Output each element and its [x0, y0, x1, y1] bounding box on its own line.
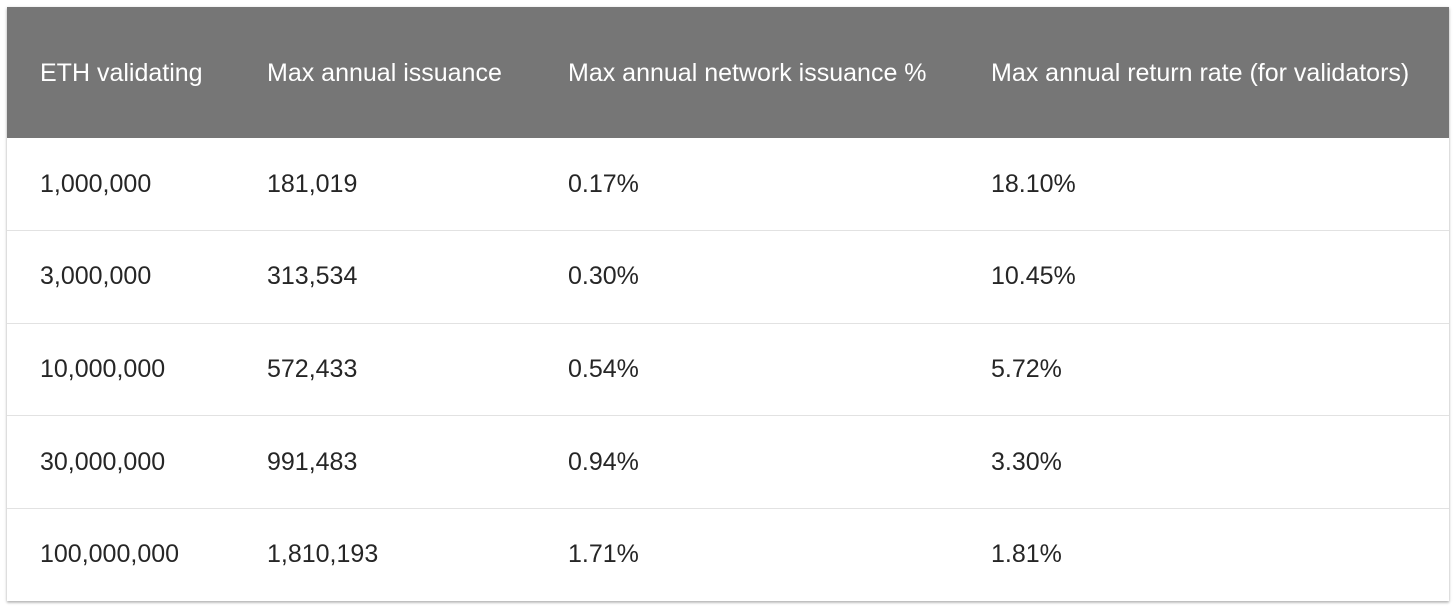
cell-network-issuance-pct: 0.54%: [568, 354, 639, 383]
cell-network-issuance-pct: 0.94%: [568, 447, 639, 476]
table-row: 10,000,000 572,433 0.54% 5.72%: [7, 323, 1449, 416]
issuance-table: ETH validating Max annual issuance Max a…: [7, 7, 1449, 601]
table-header: ETH validating Max annual issuance Max a…: [7, 7, 1449, 138]
cell-eth-validating: 3,000,000: [40, 262, 152, 291]
column-header-max-annual-return-rate: Max annual return rate (for validators): [991, 58, 1410, 87]
cell-return-rate: 1.81%: [991, 540, 1062, 569]
cell-network-issuance-pct: 0.17%: [568, 169, 639, 198]
cell-return-rate: 10.45%: [991, 262, 1076, 291]
cell-max-annual-issuance: 991,483: [267, 447, 358, 476]
table-row: 3,000,000 313,534 0.30% 10.45%: [7, 230, 1449, 324]
cell-max-annual-issuance: 572,433: [267, 354, 358, 383]
cell-eth-validating: 10,000,000: [40, 354, 166, 383]
cell-eth-validating: 1,000,000: [40, 169, 152, 198]
header-row: ETH validating Max annual issuance Max a…: [7, 7, 1449, 138]
table-row: 30,000,000 991,483 0.94% 3.30%: [7, 415, 1449, 509]
issuance-table-card: ETH validating Max annual issuance Max a…: [7, 7, 1449, 601]
table-row: 100,000,000 1,810,193 1.71% 1.81%: [7, 508, 1449, 601]
cell-max-annual-issuance: 1,810,193: [267, 540, 379, 569]
cell-return-rate: 5.72%: [991, 354, 1062, 383]
table-row: 1,000,000 181,019 0.17% 18.10%: [7, 138, 1449, 231]
cell-eth-validating: 100,000,000: [40, 540, 180, 569]
cell-network-issuance-pct: 0.30%: [568, 262, 639, 291]
cell-network-issuance-pct: 1.71%: [568, 540, 639, 569]
cell-max-annual-issuance: 181,019: [267, 169, 358, 198]
cell-return-rate: 3.30%: [991, 447, 1062, 476]
column-header-max-annual-network-issuance-pct: Max annual network issuance %: [568, 58, 927, 87]
column-header-eth-validating: ETH validating: [40, 58, 203, 87]
table-body: 1,000,000 181,019 0.17% 18.10% 3,000,000…: [7, 138, 1449, 601]
cell-eth-validating: 30,000,000: [40, 447, 166, 476]
cell-max-annual-issuance: 313,534: [267, 262, 358, 291]
column-header-max-annual-issuance: Max annual issuance: [267, 58, 502, 87]
cell-return-rate: 18.10%: [991, 169, 1076, 198]
